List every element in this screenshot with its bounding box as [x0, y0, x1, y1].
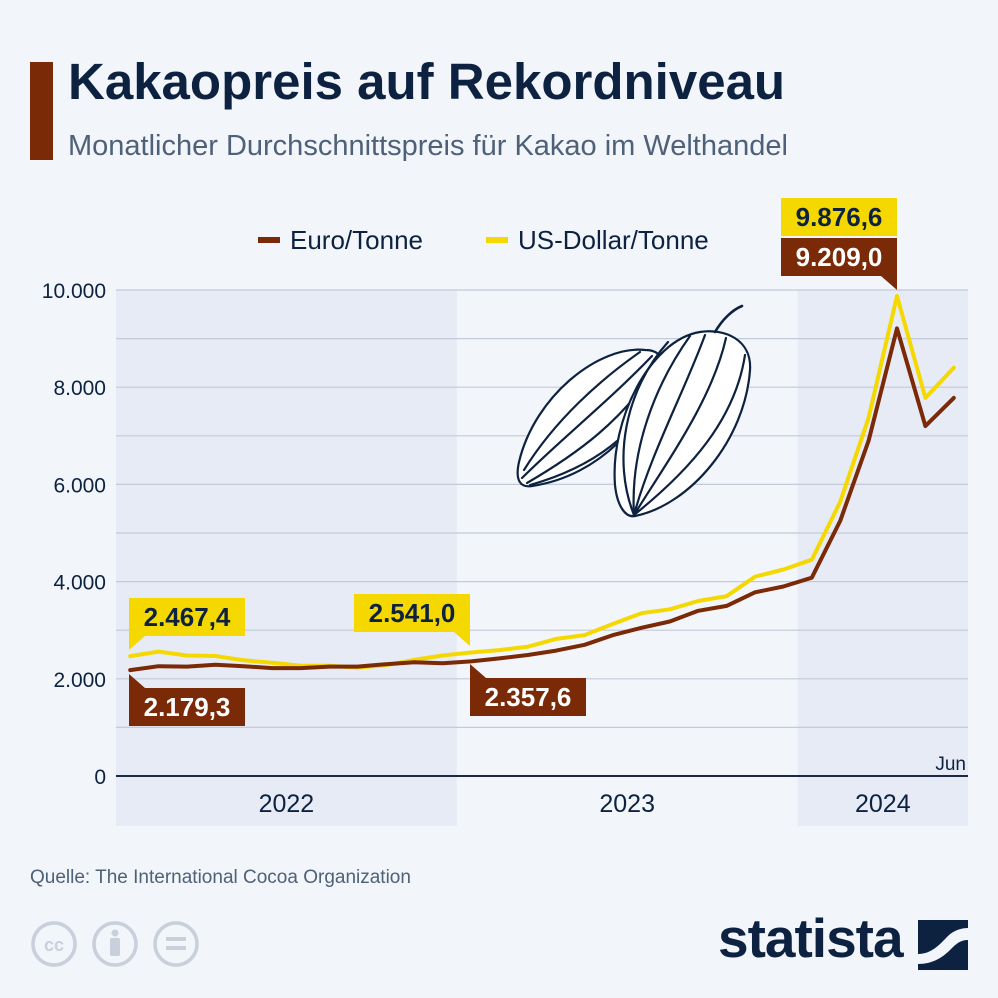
y-tick-label: 2.000	[53, 669, 106, 692]
x-axis: Jun	[116, 754, 968, 777]
series-line-euro	[128, 326, 956, 673]
statista-logo-icon	[918, 920, 968, 970]
annotation-callout: 2.357,6	[470, 664, 586, 716]
annotation-label: 9.876,6	[796, 202, 883, 232]
year-label: 2023	[599, 790, 655, 818]
year-label: 2024	[855, 790, 911, 818]
year-label: 2022	[259, 790, 315, 818]
annotation-label: 2.467,4	[144, 602, 231, 632]
y-tick-label: 8.000	[53, 377, 106, 400]
chart-subtitle: Monatlicher Durchschnittspreis für Kakao…	[68, 130, 788, 162]
title-accent-bar	[30, 62, 53, 160]
annotation-callout: 2.467,4	[129, 598, 245, 650]
gridlines	[116, 289, 968, 729]
source-note: Quelle: The International Cocoa Organiza…	[30, 867, 411, 888]
y-axis-ticks: 0 2.000 4.000 6.000 8.000 10.000	[42, 280, 106, 789]
y-tick-label: 6.000	[53, 474, 106, 497]
legend-label: US-Dollar/Tonne	[518, 225, 709, 255]
y-tick-label: 0	[94, 766, 106, 789]
annotation-callout: 2.179,3	[129, 674, 245, 726]
annotation-callout: 9.876,6	[781, 198, 897, 236]
annotation-callout: 9.209,0	[781, 238, 897, 290]
annotations: 2.467,4 2.179,3 2.541,0 2.357,6 9.876,6 9.209…	[129, 198, 897, 726]
legend-label: Euro/Tonne	[290, 225, 423, 255]
x-end-label: Jun	[935, 754, 966, 775]
annotation-label: 2.541,0	[369, 598, 456, 628]
series-lines	[128, 294, 956, 673]
cocoa-beans-icon	[516, 304, 752, 518]
brand-wordmark: statista	[718, 907, 904, 969]
series-line-usd	[128, 294, 956, 670]
y-tick-label: 4.000	[53, 572, 106, 595]
annotation-label: 2.179,3	[144, 692, 231, 722]
nd-icon	[153, 921, 199, 967]
annotation-label: 2.357,6	[485, 682, 572, 712]
chart-title: Kakaopreis auf Rekordniveau	[68, 53, 786, 110]
annotation-callout: 2.541,0	[354, 594, 470, 646]
year-bands: 2022 2023 2024	[116, 290, 968, 826]
legend: Euro/Tonne US-Dollar/Tonne	[258, 225, 709, 255]
license-icons: cc	[31, 921, 199, 967]
annotation-label: 9.209,0	[796, 242, 883, 272]
svg-text:cc: cc	[44, 935, 64, 955]
y-tick-label: 10.000	[42, 280, 106, 303]
by-icon	[92, 921, 138, 967]
year-band-2022	[116, 290, 457, 826]
cc-icon: cc	[31, 921, 77, 967]
